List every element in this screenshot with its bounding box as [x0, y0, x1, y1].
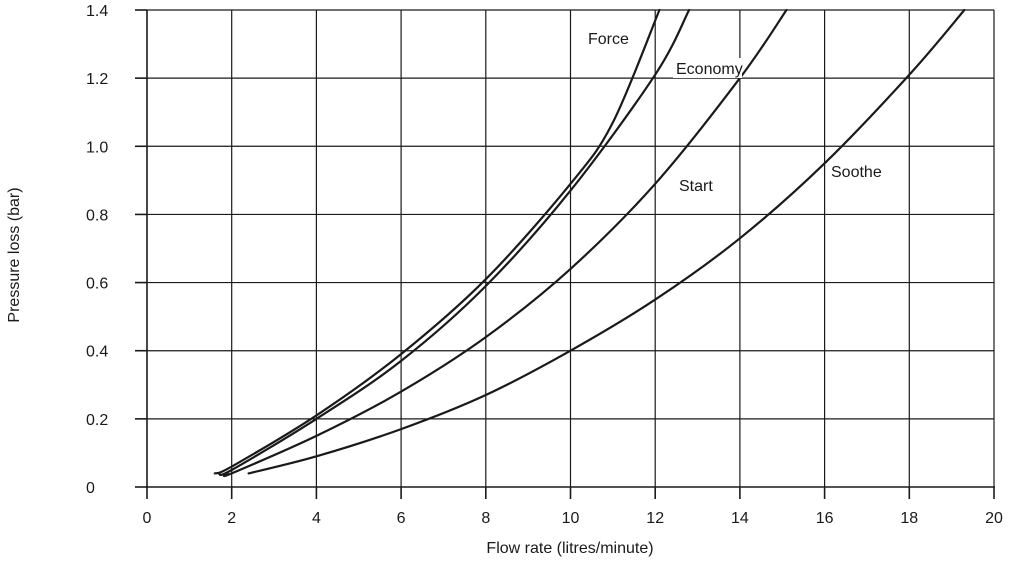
x-tick-label-5: 10 [562, 510, 580, 527]
series-labels: Force Economy Start Soothe [585, 28, 888, 195]
curve-soothe [247, 8, 966, 475]
y-tick-label-2: 0.4 [86, 344, 108, 361]
x-tick-label-0: 0 [143, 510, 152, 527]
series-label-bg-start [676, 175, 727, 195]
ticks: 0 2 4 6 8 10 12 14 16 18 20 0 0.2 0.4 0.6 0.8 1.0 1.2 1.4 [86, 3, 1003, 527]
x-tick-label-8: 16 [816, 510, 834, 527]
y-tick-label-3: 0.6 [86, 276, 108, 293]
series-label-start: Start [679, 178, 713, 195]
x-tick-label-6: 12 [646, 510, 664, 527]
series-label-bg-economy [673, 58, 742, 78]
y-tick-label-7: 1.4 [86, 3, 108, 20]
series-label-bg-force [585, 28, 636, 48]
x-axis-label: Flow rate (litres/minute) [486, 540, 653, 557]
x-tick-label-7: 14 [731, 510, 749, 527]
y-axis-label: Pressure loss (bar) [6, 187, 23, 322]
x-tick-label-3: 6 [397, 510, 406, 527]
y-tick-label-5: 1.0 [86, 139, 108, 156]
y-tick-label-1: 0.2 [86, 412, 108, 429]
curve-force [213, 8, 661, 475]
x-tick-label-4: 8 [481, 510, 490, 527]
series-label-force: Force [588, 31, 629, 48]
series-label-bg-soothe [828, 161, 888, 181]
grid [147, 9, 995, 487]
y-tick-label-0: 0 [86, 480, 95, 497]
series-label-soothe: Soothe [831, 164, 882, 181]
y-tick-label-6: 1.2 [86, 71, 108, 88]
x-tick-label-9: 18 [900, 510, 918, 527]
y-tick-label-4: 0.8 [86, 207, 108, 224]
curve-start [222, 8, 788, 478]
x-tick-label-2: 4 [312, 510, 321, 527]
series-label-economy: Economy [676, 61, 743, 78]
curve-economy [217, 8, 691, 477]
x-tick-label-1: 2 [227, 510, 236, 527]
x-tick-label-10: 20 [985, 510, 1003, 527]
series-curves [213, 8, 966, 478]
